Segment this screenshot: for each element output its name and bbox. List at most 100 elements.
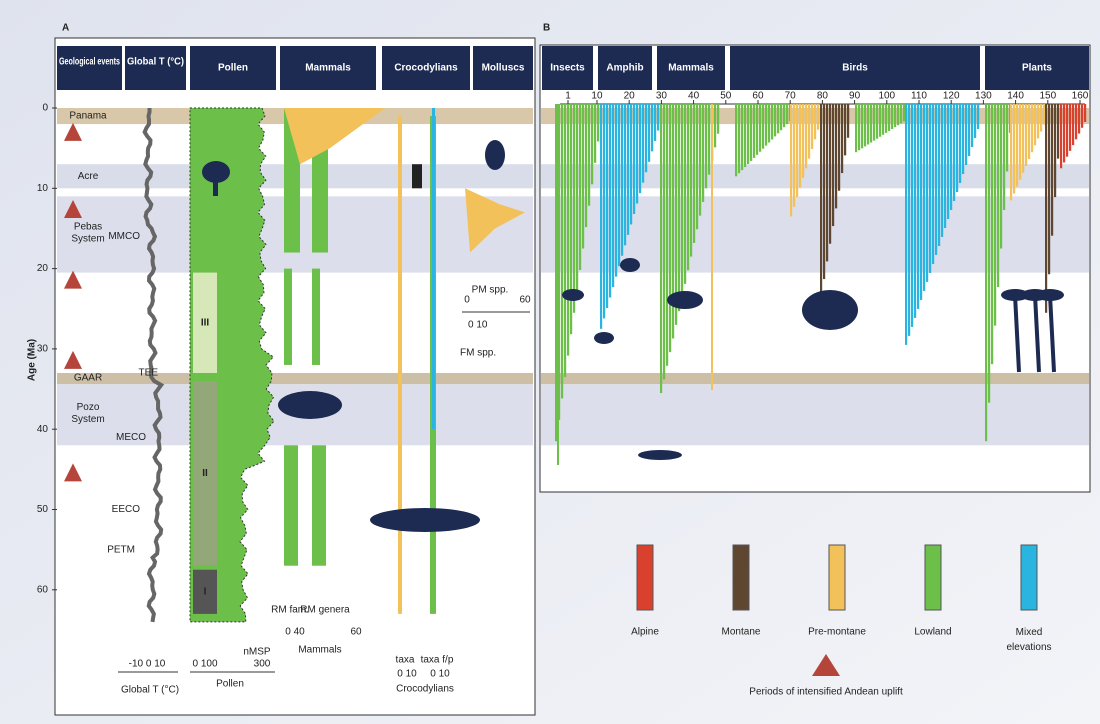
lineage-bar <box>693 104 696 243</box>
lineage-bar <box>642 104 645 183</box>
palm-icon <box>1048 294 1056 373</box>
lineage-bar <box>1078 104 1081 134</box>
lineage-bar <box>835 104 838 209</box>
pollen-zone <box>193 569 217 614</box>
lineage-bar <box>923 104 926 291</box>
croc-record <box>432 108 435 430</box>
lineage-bar <box>826 104 829 262</box>
lineage-bar <box>808 104 811 159</box>
x-tick-label: 80 <box>817 91 829 102</box>
scale-label: nMSP <box>243 647 271 658</box>
lineage-bar <box>699 104 702 216</box>
lineage-bar <box>820 104 823 297</box>
lineage-bar <box>802 104 805 178</box>
header-cell <box>730 46 980 90</box>
header-cell <box>125 46 186 90</box>
scale-caption: Mammals <box>298 645 341 656</box>
legend-label: Montane <box>722 627 761 638</box>
lineage-bar <box>759 104 762 152</box>
scale-label: 0 10 <box>397 669 417 680</box>
lineage-bar <box>947 104 950 219</box>
lineage-bar <box>879 104 882 137</box>
column-header: Birds <box>842 63 868 74</box>
lizard-icon <box>638 450 682 460</box>
lineage-bar <box>932 104 935 264</box>
bird-icon <box>802 290 858 330</box>
lineage-bar <box>669 104 672 353</box>
lineage-bar <box>579 104 582 270</box>
lineage-bar <box>900 104 903 124</box>
lineage-bar <box>750 104 753 161</box>
lineage-bar <box>558 104 561 420</box>
palm-icon <box>1036 289 1064 301</box>
lineage-bar <box>672 104 675 339</box>
lineage-bar <box>1066 104 1069 157</box>
lineage-bar <box>651 104 654 152</box>
zone-label: II <box>202 468 208 479</box>
lineage-bar <box>588 104 591 206</box>
tree-icon <box>213 178 218 196</box>
lineage-bar <box>953 104 956 202</box>
lineage-bar <box>645 104 648 173</box>
header-cell <box>598 46 652 90</box>
column-header: Geological events <box>59 57 120 68</box>
lineage-bar <box>1025 104 1028 166</box>
lineage-bar <box>994 104 997 326</box>
lineage-bar <box>1034 104 1037 146</box>
series-label: RM fam. <box>271 605 309 616</box>
header-cell <box>280 46 376 90</box>
mammal-icon <box>667 291 703 309</box>
lineage-bar <box>855 104 858 153</box>
scale-label: 0 10 <box>468 320 488 331</box>
lineage-bar <box>844 104 847 156</box>
x-tick-label: 40 <box>688 91 700 102</box>
lineage-bar <box>917 104 920 309</box>
bee-icon <box>562 289 584 301</box>
lineage-bar <box>654 104 657 141</box>
lineage-bar <box>762 104 765 149</box>
lineage-bar <box>897 104 900 126</box>
lineage-bar <box>744 104 747 168</box>
lineage-bar <box>914 104 917 318</box>
lineage-bar <box>908 104 911 336</box>
legend-swatch <box>732 544 750 611</box>
content: Geological events Global T (°C) Pollen Mamm… <box>27 23 1089 698</box>
lineage-bar <box>997 104 1000 288</box>
lineage-bar <box>929 104 932 273</box>
lineage-bar <box>603 104 606 319</box>
lineage-bar <box>823 104 826 280</box>
lineage-bar <box>805 104 808 169</box>
lineage-bar <box>867 104 870 145</box>
lineage-bar <box>935 104 938 255</box>
lineage-bar <box>717 104 720 134</box>
scale-label: 60 <box>519 295 531 306</box>
lineage-bar <box>774 104 777 137</box>
lineage-bar <box>681 104 684 298</box>
lineage-bar <box>956 104 959 193</box>
lineage-bar <box>950 104 953 210</box>
axis-label: FM spp. <box>460 348 496 359</box>
axis-title: Age (Ma) <box>27 339 38 381</box>
lineage-bar <box>829 104 832 244</box>
lineage-bar <box>985 104 988 442</box>
lineage-bar <box>657 104 660 131</box>
x-tick-label: 130 <box>975 91 992 102</box>
lineage-bar <box>639 104 642 194</box>
lineage-bar <box>630 104 633 225</box>
lineage-bar <box>870 104 873 143</box>
lineage-bar <box>777 104 780 134</box>
mammal-record <box>312 445 326 566</box>
lineage-bar <box>633 104 636 215</box>
lineage-bar <box>660 104 663 394</box>
y-tick-label: 40 <box>37 424 49 435</box>
lineage-bar <box>585 104 588 228</box>
uplift-triangle <box>64 463 82 482</box>
lineage-bar <box>1016 104 1019 187</box>
lineage-bar <box>756 104 759 155</box>
lineage-bar <box>790 104 793 217</box>
lineage-bar <box>561 104 564 399</box>
legend-swatch <box>1020 544 1038 611</box>
x-tick-label: 30 <box>656 91 668 102</box>
lineage-bar <box>841 104 844 174</box>
column-header: Crocodylians <box>394 63 458 74</box>
